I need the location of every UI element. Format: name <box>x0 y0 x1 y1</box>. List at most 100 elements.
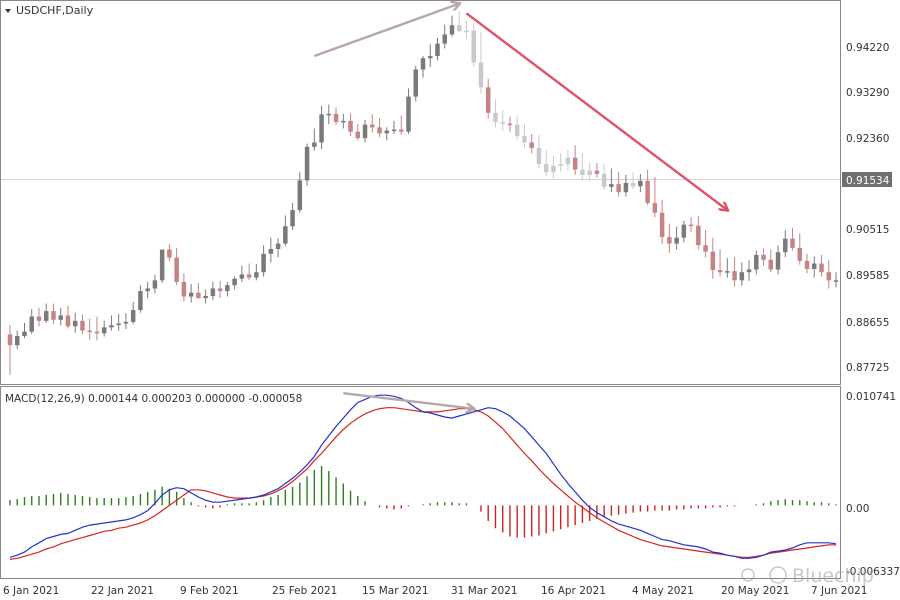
candle-body <box>14 335 20 346</box>
candle-body <box>442 34 447 44</box>
candle-body <box>739 272 745 281</box>
macd-indicator-label: MACD(12,26,9) 0.000144 0.000203 0.000000… <box>5 393 302 405</box>
candle-body <box>688 224 694 227</box>
candle-body <box>746 269 752 273</box>
candle-body <box>790 238 795 248</box>
candle-body <box>399 129 404 132</box>
candle-body <box>362 124 368 139</box>
candle-body <box>232 278 237 286</box>
candle-body <box>58 315 63 320</box>
candle-body <box>167 249 172 258</box>
candle-body <box>355 131 361 139</box>
candle-body <box>630 183 636 187</box>
price-axis: 0.94220 0.93290 0.92360 0.90515 0.89585 … <box>842 42 892 374</box>
macd-line <box>9 394 837 559</box>
macd-axis-label: -0.006337 <box>846 566 900 578</box>
candle-body <box>783 238 788 253</box>
candle-body <box>297 180 303 211</box>
candle-body <box>826 272 832 281</box>
chevron-down-icon[interactable] <box>5 9 11 13</box>
macd-axis: 0.010741 0.00 -0.006337 <box>846 391 900 578</box>
candle-body <box>819 263 824 273</box>
candle-body <box>94 331 100 334</box>
candle-body <box>478 62 484 88</box>
candle-body <box>616 184 621 193</box>
candle-body <box>22 331 27 336</box>
logo-icon <box>769 566 787 584</box>
candle-body <box>696 225 701 246</box>
symbol-header[interactable]: USDCHF,Daily <box>5 4 94 17</box>
candle-body <box>333 113 339 122</box>
candle-body <box>290 210 295 227</box>
candle-body <box>565 157 571 165</box>
candle-body <box>72 320 78 327</box>
candle-body <box>456 25 462 32</box>
candle-body <box>196 292 201 299</box>
candle-body <box>65 315 71 327</box>
price-axis-label: 0.90515 <box>846 224 889 236</box>
candle-body <box>246 274 252 278</box>
price-axis-label: 0.94220 <box>846 42 889 54</box>
candle-body <box>7 334 13 346</box>
candle-body <box>87 330 92 333</box>
candle-body <box>659 212 665 238</box>
bluechip-watermark: Bluechip <box>741 565 874 587</box>
candle-body <box>732 271 737 281</box>
candle-body <box>188 292 194 297</box>
time-axis-label: 9 Feb 2021 <box>180 585 239 597</box>
candle-body <box>341 120 346 123</box>
candle-body <box>370 124 375 128</box>
candle-body <box>203 295 208 299</box>
candle-body <box>377 127 382 134</box>
candle-body <box>717 270 723 273</box>
candle-body <box>507 123 513 126</box>
candle-body <box>210 288 216 296</box>
time-axis-label: 22 Jan 2021 <box>91 585 154 597</box>
candle-body <box>609 184 614 187</box>
candle-body <box>536 147 542 165</box>
candle-body <box>580 169 585 175</box>
trend-arrow <box>465 12 727 210</box>
candle-body <box>572 157 578 170</box>
candle-body <box>594 170 600 174</box>
logo-icon <box>741 568 755 582</box>
macd-axis-label: 0.010741 <box>846 391 896 403</box>
macd-pane-frame <box>0 386 841 579</box>
time-axis-label: 20 May 2021 <box>721 585 789 597</box>
candle-body <box>181 281 187 297</box>
candle-body <box>725 271 730 273</box>
candle-body <box>174 257 179 282</box>
candle-body <box>420 58 426 70</box>
candle-body <box>601 173 607 187</box>
price-axis-label: 0.87725 <box>846 362 889 374</box>
candle-body <box>283 226 288 244</box>
candle-body <box>500 121 505 124</box>
candle-body <box>775 252 781 270</box>
candle-body <box>326 113 332 116</box>
candle-body <box>152 280 158 289</box>
candle-body <box>116 323 121 326</box>
candle-body <box>275 243 281 249</box>
candle-body <box>239 274 245 279</box>
trend-arrow <box>343 391 473 409</box>
current-price-marker <box>842 172 892 187</box>
time-axis-label: 7 Jun 2021 <box>811 585 867 597</box>
candle-body <box>674 237 679 244</box>
candle-body <box>587 170 592 175</box>
candlestick-series <box>7 11 839 375</box>
candle-body <box>217 288 223 292</box>
candle-body <box>681 224 687 238</box>
signal-line <box>9 407 836 560</box>
candle-body <box>449 25 455 35</box>
candle-body <box>43 311 49 321</box>
trend-arrow <box>313 4 459 58</box>
candle-body <box>529 142 534 148</box>
candle-body <box>427 56 433 59</box>
candle-body <box>710 251 716 271</box>
macd-trend-arrow <box>343 391 473 409</box>
candle-body <box>812 263 817 269</box>
candle-body <box>130 310 136 322</box>
candle-body <box>623 183 629 193</box>
price-axis-label: 0.92360 <box>846 133 889 145</box>
